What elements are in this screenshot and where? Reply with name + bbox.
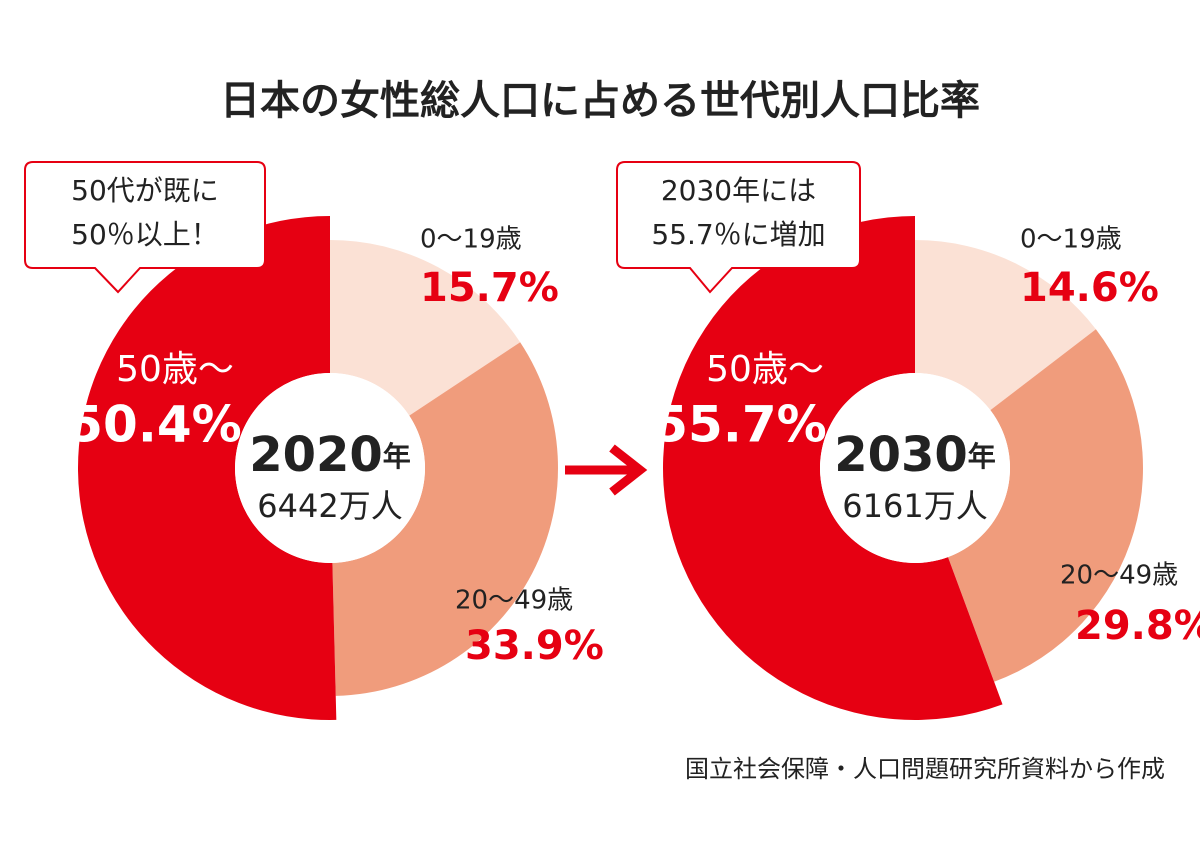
year: 2030 — [834, 427, 968, 483]
callout-box — [24, 161, 266, 294]
category-label: 50歳〜 — [706, 349, 824, 390]
donut-segment — [947, 329, 1144, 682]
value-label: 50.4% — [68, 396, 241, 454]
year-unit: 年 — [383, 440, 411, 473]
callout-text: 55.7％に増加 — [651, 218, 825, 251]
donut-segment — [332, 342, 558, 696]
value-label: 15.7% — [420, 265, 559, 311]
chart-title: 日本の女性総人口に占める世代別人口比率 — [220, 78, 980, 124]
donut-segment — [330, 240, 521, 416]
category-label: 0〜19歳 — [1020, 225, 1122, 255]
category-label: 20〜49歳 — [1060, 561, 1178, 591]
value-label: 55.7% — [653, 396, 826, 454]
year: 2020 — [249, 427, 383, 483]
callout-text: 50代が既に — [71, 174, 219, 207]
donut-segment — [663, 216, 1003, 720]
category-label: 20〜49歳 — [455, 586, 573, 616]
center-year: 2020年 — [249, 427, 411, 483]
category-label: 50歳〜 — [116, 349, 234, 390]
donut-hole — [820, 373, 1010, 563]
value-label: 33.9% — [465, 623, 604, 669]
source: 国立社会保障・人口問題研究所資料から作成 — [685, 755, 1165, 783]
category-label: 0〜19歳 — [420, 225, 522, 255]
callout-box — [616, 161, 861, 294]
callout-text: 50％以上！ — [71, 218, 219, 251]
arrow — [565, 444, 648, 496]
center-total: 6442万人 — [257, 487, 402, 525]
donut-hole — [235, 373, 425, 563]
value-label: 14.6% — [1020, 265, 1159, 311]
year-unit: 年 — [968, 440, 996, 473]
value-label: 29.8% — [1075, 603, 1200, 649]
callout-text: 2030年には — [661, 174, 816, 207]
center-total: 6161万人 — [842, 487, 987, 525]
donut-segment — [78, 216, 337, 720]
center-year: 2030年 — [834, 427, 996, 483]
donut-segment — [915, 240, 1096, 411]
